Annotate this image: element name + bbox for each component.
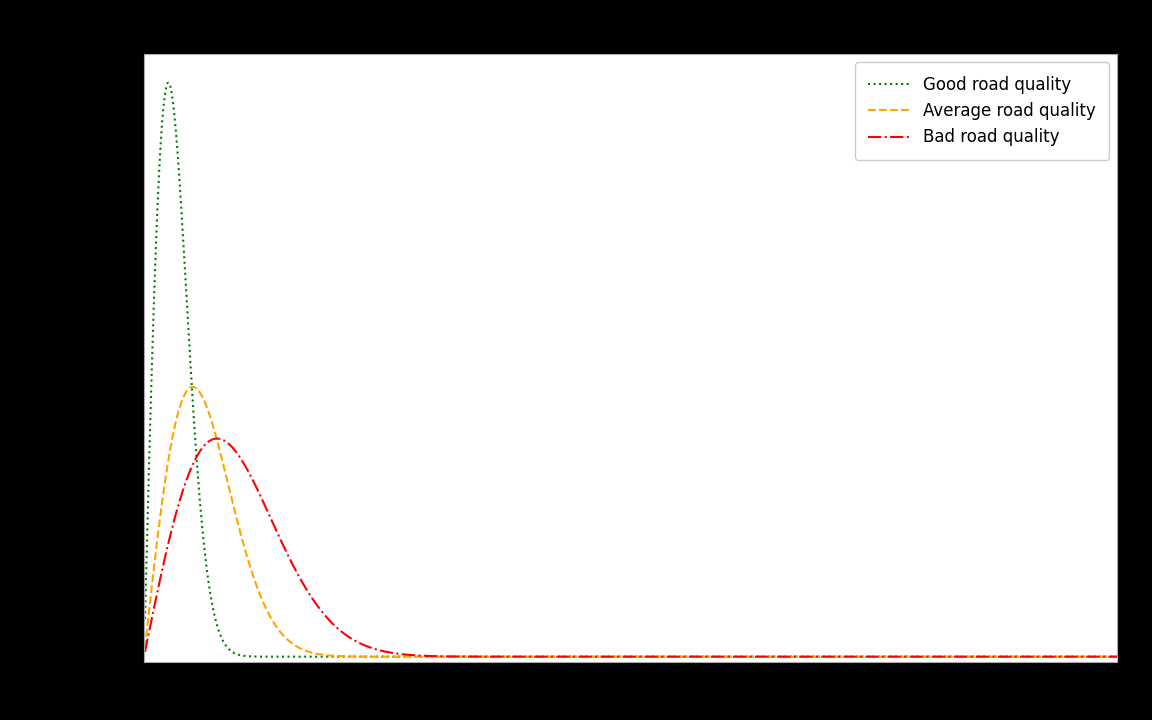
Line: Good road quality: Good road quality <box>145 83 1117 657</box>
Average road quality <box>721 652 735 661</box>
Average road quality <box>185 382 199 391</box>
Average road quality <box>864 652 878 661</box>
Bad road quality <box>314 607 328 616</box>
Bad road quality <box>771 652 785 661</box>
Good road quality <box>1077 652 1091 661</box>
Average road quality <box>510 652 524 661</box>
Good road quality <box>1111 652 1124 661</box>
Bad road quality <box>138 647 152 656</box>
Average road quality <box>1111 652 1124 661</box>
Bad road quality <box>510 652 524 661</box>
Average road quality <box>938 652 952 661</box>
Bad road quality <box>864 652 878 661</box>
Average road quality <box>314 650 328 659</box>
Bad road quality <box>721 652 735 661</box>
Line: Bad road quality: Bad road quality <box>145 438 1117 657</box>
Bad road quality <box>210 434 223 443</box>
Legend: Good road quality, Average road quality, Bad road quality: Good road quality, Average road quality,… <box>855 63 1109 160</box>
Good road quality <box>138 614 152 623</box>
Average road quality <box>771 652 785 661</box>
Good road quality <box>314 652 328 661</box>
Average road quality <box>138 644 152 652</box>
Good road quality <box>864 652 878 661</box>
Line: Average road quality: Average road quality <box>145 387 1117 657</box>
Bad road quality <box>938 652 952 661</box>
Good road quality <box>161 78 175 87</box>
Good road quality <box>510 652 524 661</box>
Good road quality <box>938 652 952 661</box>
Bad road quality <box>1111 652 1124 661</box>
Good road quality <box>771 652 785 661</box>
Good road quality <box>721 652 735 661</box>
